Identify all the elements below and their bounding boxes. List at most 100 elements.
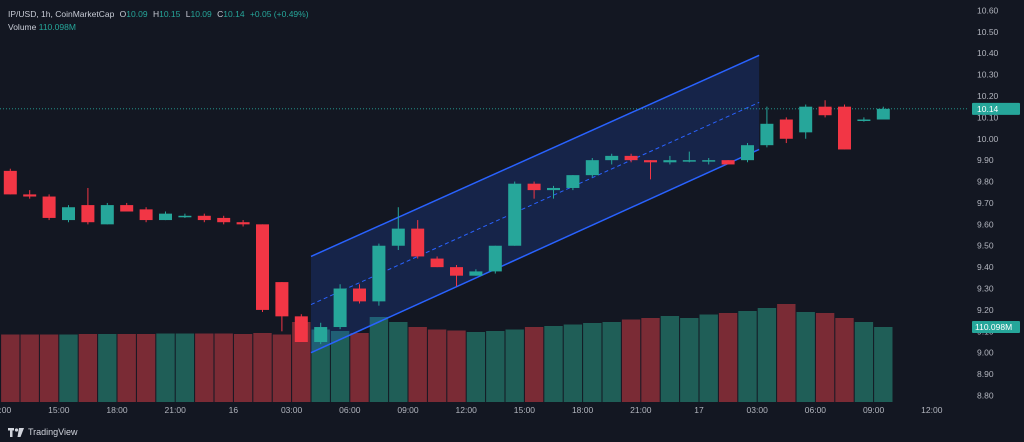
volume-bar (505, 329, 524, 402)
close-value: 10.14 (223, 9, 245, 19)
candle-body (139, 209, 153, 221)
y-tick-label: 9.70 (977, 198, 994, 208)
y-tick-label: 9.20 (977, 305, 994, 315)
y-tick-label: 9.80 (977, 177, 994, 187)
candle-body (430, 258, 444, 268)
last-volume-badge (972, 321, 1020, 333)
candle-body (100, 205, 114, 225)
y-tick-label: 9.30 (977, 284, 994, 294)
y-tick-label: 10.10 (977, 112, 999, 122)
y-tick-label: 9.50 (977, 241, 994, 251)
volume-bar (680, 318, 699, 402)
tradingview-logo-icon (8, 427, 24, 437)
x-tick-label: 15:00 (48, 405, 70, 415)
candle-body (353, 288, 366, 302)
channel-upper-line (310, 54, 760, 258)
y-tick-label: 9.00 (977, 348, 994, 358)
volume-bar (602, 322, 621, 402)
volume-bar (854, 322, 874, 402)
candle-body (256, 224, 269, 310)
candle-body (372, 245, 386, 302)
candle-body (702, 160, 716, 162)
candle-body (508, 183, 522, 246)
y-tick-label: 8.90 (977, 369, 994, 379)
candle-body (876, 108, 890, 120)
y-tick-label: 8.80 (977, 391, 994, 401)
x-tick-label: 09:00 (397, 405, 419, 415)
volume-bar (214, 333, 233, 402)
x-tick-label: 18:00 (572, 405, 594, 415)
candle-body (799, 106, 813, 133)
candle-body (197, 215, 211, 221)
volume-bar (98, 334, 117, 402)
volume-bar (486, 331, 505, 402)
volume-bar (796, 312, 815, 402)
candle-body (159, 213, 172, 221)
low-label: L (185, 9, 191, 19)
candle-body (450, 267, 463, 276)
volume-bar (136, 334, 156, 402)
x-tick-label: 16 (229, 405, 239, 415)
volume-bar (718, 313, 738, 402)
candle-body (120, 205, 134, 212)
x-tick-label: 09:00 (863, 405, 885, 415)
candle-body (391, 228, 405, 246)
candle-body (81, 205, 95, 223)
brand-name: TradingView (28, 427, 78, 437)
volume-bar (272, 334, 292, 402)
x-tick-label: 12:00 (0, 405, 12, 415)
volume-bar (427, 329, 447, 402)
volume-bar (660, 316, 680, 402)
candle-body (682, 160, 696, 162)
candle-body (178, 215, 192, 218)
volume-bar (253, 333, 272, 402)
volume-label: Volume (8, 22, 37, 32)
volume-bar (59, 334, 78, 402)
candle-body (605, 155, 619, 161)
candle-body (566, 175, 580, 188)
volume-bar (641, 318, 660, 402)
volume-bar (699, 314, 718, 402)
x-tick-label: 03:00 (747, 405, 769, 415)
x-tick-label: 12:00 (456, 405, 478, 415)
y-tick-label: 9.40 (977, 262, 994, 272)
candle-body (294, 316, 308, 343)
volume-bar (78, 334, 98, 402)
y-tick-label: 10.40 (977, 48, 999, 58)
y-tick-label: 10.00 (977, 134, 999, 144)
volume-bar (466, 332, 486, 402)
x-tick-label: 21:00 (630, 405, 652, 415)
candle-body (721, 160, 735, 165)
close-label: C (217, 9, 224, 19)
volume-bar (738, 311, 757, 402)
y-tick-label: 9.60 (977, 219, 994, 229)
x-tick-label: 03:00 (281, 405, 303, 415)
y-tick-label: 10.60 (977, 5, 999, 15)
volume-bar (195, 333, 214, 402)
candle-body (644, 160, 657, 163)
volume-bar (156, 333, 175, 402)
volume-bar (330, 331, 350, 402)
candle-body (663, 160, 677, 163)
x-tick-label: 17 (694, 405, 704, 415)
volume-bar (311, 329, 330, 402)
change-value: +0.05 (+0.49%) (249, 9, 309, 19)
volume-bar (350, 333, 369, 402)
candle-body (333, 288, 347, 328)
channel-lower-line (310, 148, 760, 354)
volume-bar (524, 327, 544, 402)
volume-bar (621, 319, 641, 402)
candle-body (741, 145, 754, 161)
x-tick-label: 06:00 (805, 405, 827, 415)
brand[interactable]: TradingView (8, 427, 78, 437)
volume-bar (408, 327, 427, 402)
volume-bar (544, 326, 563, 402)
candle-body (488, 245, 502, 272)
candle-body (62, 207, 75, 221)
x-tick-label: 18:00 (106, 405, 128, 415)
volume-bar (447, 330, 466, 402)
candle-body (818, 106, 832, 116)
volume-legend: Volume 110.098M (8, 22, 76, 32)
last-price-label: 10.14 (977, 104, 999, 114)
